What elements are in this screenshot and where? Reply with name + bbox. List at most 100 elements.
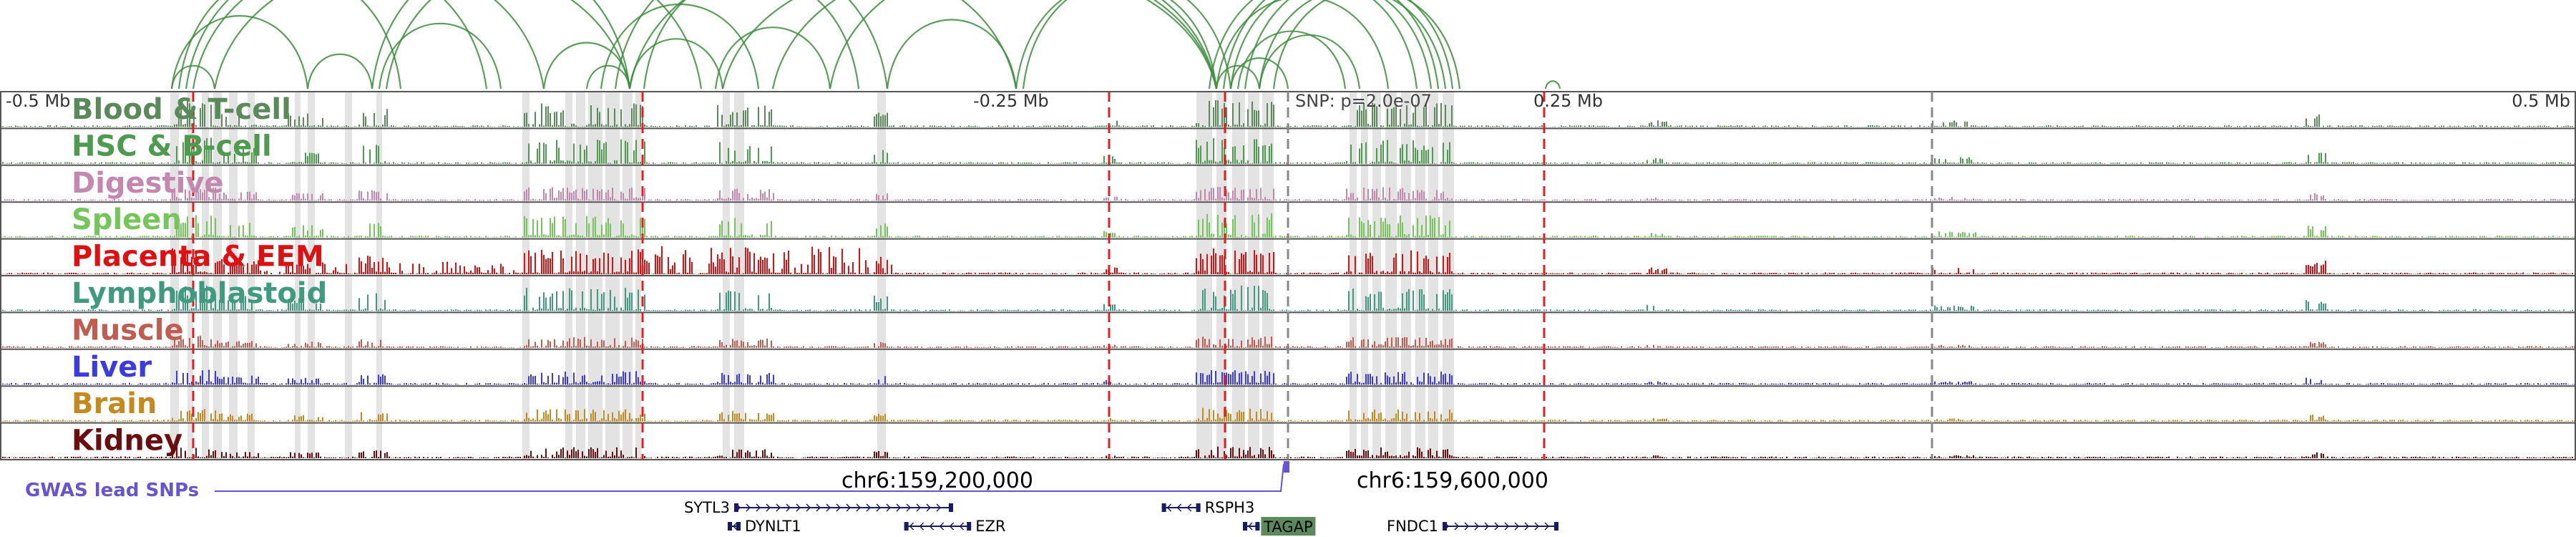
loop-arc bbox=[1236, 30, 1347, 90]
strand-chevron bbox=[766, 503, 771, 512]
gene-label: FNDC1 bbox=[1387, 518, 1438, 535]
signal-blood-t-cell bbox=[0, 100, 2576, 127]
signal-lymphoblastoid bbox=[0, 285, 2576, 311]
gene-exon bbox=[728, 522, 732, 531]
loop-arc bbox=[628, 0, 1018, 90]
gene-exon bbox=[904, 522, 909, 531]
axis-tick-label: -0.5 Mb bbox=[6, 91, 70, 111]
strand-chevron bbox=[1454, 522, 1460, 531]
signal-digestive bbox=[0, 187, 2576, 201]
loop-arc bbox=[378, 22, 502, 90]
gwas-connector bbox=[215, 463, 1284, 492]
gene-exon bbox=[736, 522, 741, 531]
loop-arc bbox=[771, 0, 1218, 90]
strand-chevron bbox=[1494, 522, 1500, 531]
strand-chevron bbox=[826, 503, 831, 512]
track-label: HSC & B-cell bbox=[72, 130, 272, 163]
loop-arc bbox=[1258, 0, 1447, 90]
gene-exon bbox=[1196, 503, 1201, 512]
loop-arc bbox=[1022, 0, 1232, 90]
loop-arc bbox=[585, 64, 631, 90]
track-label: Blood & T-cell bbox=[72, 93, 291, 126]
gwas-track-label: GWAS lead SNPs bbox=[25, 480, 199, 501]
gene-exon bbox=[967, 522, 972, 531]
strand-chevron bbox=[786, 503, 791, 512]
track-signals bbox=[0, 100, 2576, 458]
gene-exon bbox=[734, 503, 738, 512]
loop-arc bbox=[371, 0, 631, 90]
loop-arc bbox=[177, 0, 402, 90]
loop-arc bbox=[170, 15, 309, 90]
loop-arc bbox=[306, 53, 374, 90]
strand-chevron bbox=[1186, 503, 1192, 512]
track-label: Placenta & EEM bbox=[72, 241, 324, 274]
strand-chevron bbox=[816, 503, 821, 512]
strand-chevron bbox=[959, 522, 965, 531]
strand-chevron bbox=[1166, 503, 1172, 512]
loop-arc bbox=[1229, 57, 1289, 90]
strand-chevron bbox=[866, 503, 872, 512]
loop-arc bbox=[170, 64, 216, 90]
track-label: Liver bbox=[72, 351, 152, 384]
strand-chevron bbox=[916, 503, 922, 512]
snp-pvalue-label: SNP: p=2.0e-07 bbox=[1295, 91, 1432, 111]
strand-chevron bbox=[936, 503, 942, 512]
signal-hsc-b-cell bbox=[0, 137, 2576, 164]
gene-exon bbox=[1243, 522, 1247, 531]
signal-liver bbox=[0, 369, 2576, 385]
loop-arc bbox=[714, 26, 831, 90]
gene-exon bbox=[1255, 522, 1260, 531]
strand-chevron bbox=[929, 522, 935, 531]
loop-arc bbox=[213, 0, 631, 90]
strand-chevron bbox=[1514, 522, 1520, 531]
strand-chevron bbox=[939, 522, 945, 531]
coordinate-label: chr6:159,200,000 bbox=[841, 468, 1033, 493]
strand-chevron bbox=[919, 522, 924, 531]
gwas-snp-marker bbox=[1284, 461, 1289, 473]
signal-placenta-eem bbox=[0, 246, 2576, 274]
chromatin-loops bbox=[170, 0, 1561, 90]
loop-arc bbox=[1229, 0, 1433, 90]
gene-label: TAGAP bbox=[1263, 518, 1313, 536]
strand-chevron bbox=[909, 522, 914, 531]
track-label: Kidney bbox=[72, 425, 182, 458]
signal-spleen bbox=[0, 213, 2576, 238]
strand-chevron bbox=[846, 503, 852, 512]
signal-kidney bbox=[0, 446, 2576, 458]
strand-chevron bbox=[732, 522, 738, 531]
loop-arc bbox=[385, 0, 703, 90]
track-label: Digestive bbox=[72, 167, 224, 200]
track-label: Muscle bbox=[72, 314, 184, 347]
loop-arc bbox=[1544, 80, 1561, 90]
strand-chevron bbox=[746, 503, 751, 512]
loop-arc bbox=[1215, 64, 1261, 90]
gene-exon bbox=[1443, 522, 1447, 531]
reference-lines bbox=[192, 92, 1933, 460]
strand-chevron bbox=[1504, 522, 1510, 531]
strand-chevron bbox=[1524, 522, 1530, 531]
strand-chevron bbox=[926, 503, 932, 512]
signal-muscle bbox=[0, 335, 2576, 348]
strand-chevron bbox=[836, 503, 841, 512]
gene-exon bbox=[1554, 522, 1558, 531]
strand-chevron bbox=[806, 503, 811, 512]
loop-arc bbox=[614, 0, 889, 90]
axis-tick-label: -0.25 Mb bbox=[973, 91, 1049, 111]
strand-chevron bbox=[756, 503, 761, 512]
gene-label: SYTL3 bbox=[684, 499, 730, 516]
gene-exon bbox=[1161, 503, 1166, 512]
strand-chevron bbox=[949, 522, 955, 531]
position-axis: -0.5 Mb -0.25 Mb 0.25 Mb 0.5 Mb SNP: p=2.0e-… bbox=[6, 91, 2570, 493]
strand-chevron bbox=[1534, 522, 1540, 531]
highlight-regions bbox=[170, 92, 1454, 460]
signal-brain bbox=[0, 407, 2576, 422]
strand-chevron bbox=[886, 503, 892, 512]
loop-arc bbox=[1015, 0, 1218, 90]
strand-chevron bbox=[1474, 522, 1480, 531]
strand-chevron bbox=[776, 503, 781, 512]
strand-chevron bbox=[1464, 522, 1470, 531]
strand-chevron bbox=[1247, 522, 1253, 531]
loop-arc bbox=[1222, 0, 1440, 90]
